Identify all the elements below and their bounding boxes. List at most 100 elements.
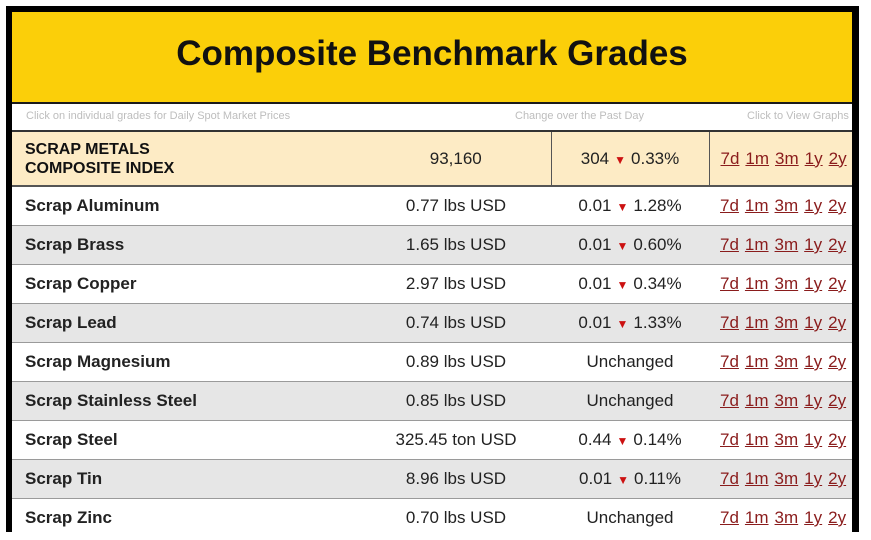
graph-links: 7d 1m 3m 1y 2y — [709, 381, 852, 421]
graph-link-1m[interactable]: 1m — [744, 508, 769, 527]
graph-link-2y[interactable]: 2y — [828, 235, 847, 254]
graph-link-7d[interactable]: 7d — [720, 391, 739, 410]
graph-link-7d[interactable]: 7d — [720, 148, 740, 168]
graph-link-1m[interactable]: 1m — [744, 352, 769, 371]
title-banner: Composite Benchmark Grades — [12, 12, 852, 104]
graph-link-1y[interactable]: 1y — [804, 196, 823, 215]
grade-name-link[interactable]: Scrap Copper — [12, 264, 361, 304]
graph-link-3m[interactable]: 3m — [774, 508, 799, 527]
grade-change: 0.01 ▼ 0.60% — [551, 225, 709, 265]
graph-link-2y[interactable]: 2y — [828, 196, 847, 215]
graph-link-3m[interactable]: 3m — [774, 391, 799, 410]
graph-link-3m[interactable]: 3m — [774, 430, 799, 449]
change-amount: 0.01 — [578, 196, 612, 215]
change-percent: 1.33% — [633, 313, 682, 332]
graph-link-7d[interactable]: 7d — [720, 235, 739, 254]
graph-link-7d[interactable]: 7d — [720, 274, 739, 293]
grade-row[interactable]: Scrap Zinc 0.70 lbs USD Unchanged 7d 1m 3m 1y 2… — [12, 498, 852, 532]
grade-row[interactable]: Scrap Stainless Steel 0.85 lbs USD Unchang… — [12, 381, 852, 421]
composite-graph-links: 7d 1m 3m 1y 2y — [709, 132, 852, 187]
graph-link-3m[interactable]: 3m — [774, 352, 799, 371]
graph-link-2y[interactable]: 2y — [828, 391, 847, 410]
graph-link-2y[interactable]: 2y — [828, 148, 847, 168]
composite-index-name[interactable]: SCRAP METALS COMPOSITE INDEX — [12, 132, 361, 187]
graph-link-1y[interactable]: 1y — [804, 508, 823, 527]
graph-link-1m[interactable]: 1m — [744, 196, 769, 215]
graph-link-3m[interactable]: 3m — [774, 313, 799, 332]
graph-link-1y[interactable]: 1y — [804, 430, 823, 449]
down-arrow-icon: ▼ — [614, 152, 627, 167]
composite-index-row[interactable]: SCRAP METALS COMPOSITE INDEX 93,160 304 ▼… — [12, 132, 852, 187]
hint-click-grades: Click on individual grades for Daily Spo… — [26, 110, 291, 122]
change-percent: 0.33% — [631, 148, 680, 168]
graph-link-3m[interactable]: 3m — [774, 274, 799, 293]
change-amount: 0.01 — [579, 469, 613, 488]
grade-name-link[interactable]: Scrap Zinc — [12, 498, 361, 532]
grade-name-link[interactable]: Scrap Magnesium — [12, 342, 361, 382]
down-arrow-icon: ▼ — [617, 473, 630, 487]
hint-change-past-day: Change over the Past Day — [515, 110, 645, 122]
graph-link-2y[interactable]: 2y — [828, 508, 847, 527]
grade-row[interactable]: Scrap Brass 1.65 lbs USD 0.01 ▼ 0.60% 7d 1m 3m 1… — [12, 225, 852, 265]
graph-link-7d[interactable]: 7d — [720, 430, 739, 449]
graph-links: 7d 1m 3m 1y 2y — [709, 225, 852, 265]
benchmark-panel: Composite Benchmark Grades Click on indi… — [12, 12, 852, 532]
change-amount: 0.44 — [578, 430, 612, 449]
grade-row[interactable]: Scrap Lead 0.74 lbs USD 0.01 ▼ 1.33% 7d 1m 3m 1y… — [12, 303, 852, 343]
change-percent: 0.14% — [633, 430, 682, 449]
grade-row[interactable]: Scrap Tin 8.96 lbs USD 0.01 ▼ 0.11% 7d 1m 3m 1y 2… — [12, 459, 852, 499]
grade-price: 2.97 lbs USD — [361, 264, 551, 304]
graph-link-1m[interactable]: 1m — [744, 235, 769, 254]
graph-links: 7d 1m 3m 1y 2y — [709, 459, 852, 499]
graph-link-2y[interactable]: 2y — [828, 430, 847, 449]
graph-link-3m[interactable]: 3m — [775, 148, 799, 168]
grade-name-link[interactable]: Scrap Steel — [12, 420, 361, 460]
graph-link-2y[interactable]: 2y — [828, 469, 847, 488]
graph-link-1m[interactable]: 1m — [744, 469, 769, 488]
graph-link-3m[interactable]: 3m — [774, 469, 799, 488]
graph-link-3m[interactable]: 3m — [774, 196, 799, 215]
page-title: Composite Benchmark Grades — [176, 34, 688, 73]
grade-name-link[interactable]: Scrap Lead — [12, 303, 361, 343]
graph-links: 7d 1m 3m 1y 2y — [709, 186, 852, 226]
graph-link-2y[interactable]: 2y — [828, 313, 847, 332]
graph-link-1m[interactable]: 1m — [744, 391, 769, 410]
graph-links: 7d 1m 3m 1y 2y — [709, 264, 852, 304]
graph-link-7d[interactable]: 7d — [720, 313, 739, 332]
graph-link-7d[interactable]: 7d — [720, 508, 739, 527]
graph-links: 7d 1m 3m 1y 2y — [709, 498, 852, 532]
graph-links: 7d 1m 3m 1y 2y — [709, 303, 852, 343]
column-hints: Click on individual grades for Daily Spo… — [12, 104, 852, 132]
graph-link-1m[interactable]: 1m — [744, 313, 769, 332]
graph-link-7d[interactable]: 7d — [720, 196, 739, 215]
change-percent: 1.28% — [633, 196, 682, 215]
down-arrow-icon: ▼ — [616, 200, 629, 214]
graph-link-2y[interactable]: 2y — [828, 274, 847, 293]
grade-row[interactable]: Scrap Magnesium 0.89 lbs USD Unchanged 7d 1m… — [12, 342, 852, 382]
graph-link-3m[interactable]: 3m — [774, 235, 799, 254]
grade-row[interactable]: Scrap Copper 2.97 lbs USD 0.01 ▼ 0.34% 7d 1m 3m… — [12, 264, 852, 304]
down-arrow-icon: ▼ — [616, 239, 629, 253]
graph-link-1m[interactable]: 1m — [745, 148, 770, 168]
grade-row[interactable]: Scrap Steel 325.45 ton USD 0.44 ▼ 0.14% 7d 1m 3… — [12, 420, 852, 460]
graph-link-1y[interactable]: 1y — [804, 274, 823, 293]
grade-name-link[interactable]: Scrap Stainless Steel — [12, 381, 361, 421]
graph-link-1y[interactable]: 1y — [804, 235, 823, 254]
grade-name-link[interactable]: Scrap Aluminum — [12, 186, 361, 226]
graph-link-1y[interactable]: 1y — [804, 352, 823, 371]
grade-row[interactable]: Scrap Aluminum 0.77 lbs USD 0.01 ▼ 1.28% 7d 1m… — [12, 186, 852, 226]
grade-name-link[interactable]: Scrap Tin — [12, 459, 361, 499]
graph-link-1y[interactable]: 1y — [804, 148, 823, 168]
graph-link-1y[interactable]: 1y — [804, 313, 823, 332]
graph-link-1y[interactable]: 1y — [804, 469, 823, 488]
graph-link-7d[interactable]: 7d — [720, 469, 739, 488]
unchanged-label: Unchanged — [586, 352, 674, 371]
graph-link-2y[interactable]: 2y — [828, 352, 847, 371]
graph-link-1m[interactable]: 1m — [744, 430, 769, 449]
hint-click-graph: Click to View Graphs — [747, 110, 849, 122]
graph-link-7d[interactable]: 7d — [720, 352, 739, 371]
grade-change: Unchanged — [551, 342, 709, 382]
graph-link-1m[interactable]: 1m — [744, 274, 769, 293]
grade-name-link[interactable]: Scrap Brass — [12, 225, 361, 265]
graph-link-1y[interactable]: 1y — [804, 391, 823, 410]
